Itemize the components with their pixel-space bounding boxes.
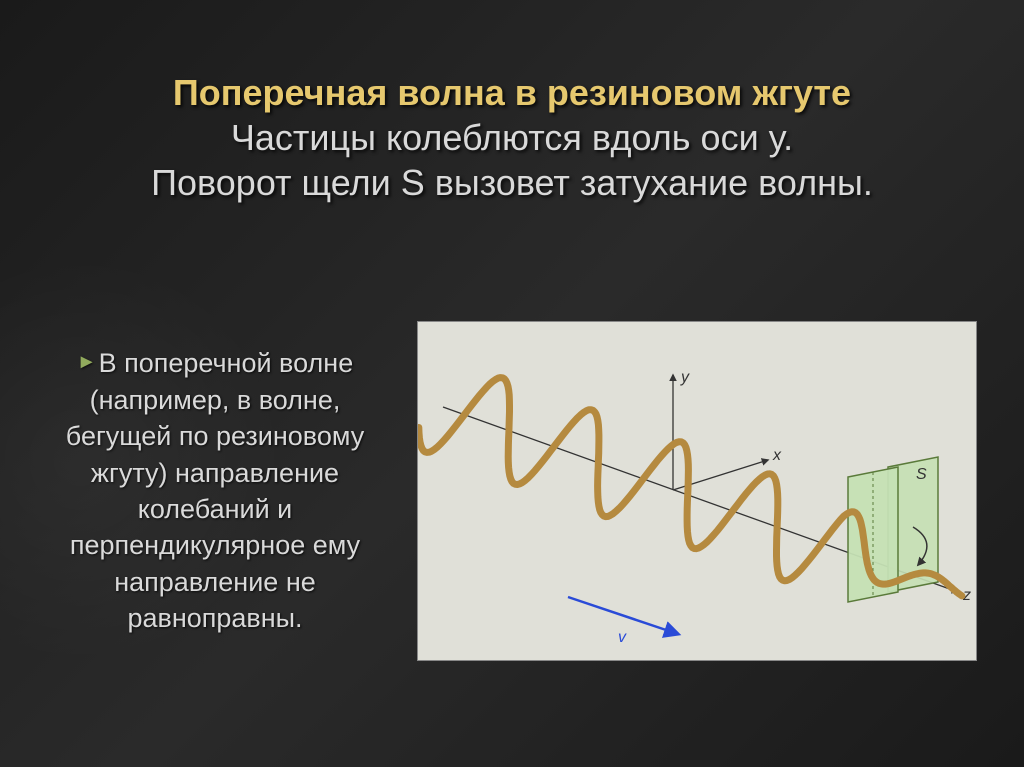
svg-text:S: S: [916, 466, 927, 483]
body-text-column: ►В поперечной волне (например, в волне, …: [40, 345, 390, 637]
content-row: ►В поперечной волне (например, в волне, …: [40, 255, 984, 727]
diagram-svg: zyxSv: [418, 322, 978, 662]
wave-diagram: zyxSv: [417, 321, 977, 661]
body-text: В поперечной волне (например, в волне, б…: [66, 348, 364, 633]
svg-text:y: y: [680, 369, 690, 386]
slide-title-line1: Поперечная волна в резиновом жгуте: [40, 70, 984, 115]
slide-title-line2: Частицы колеблются вдоль оси у.: [40, 115, 984, 160]
body-paragraph: ►В поперечной волне (например, в волне, …: [50, 345, 380, 637]
slide-container: Поперечная волна в резиновом жгуте Части…: [0, 0, 1024, 767]
diagram-column: zyxSv: [410, 321, 984, 661]
slide-title-line3: Поворот щели S вызовет затухание волны.: [40, 160, 984, 205]
bullet-icon: ►: [77, 351, 97, 373]
title-block: Поперечная волна в резиновом жгуте Части…: [40, 70, 984, 205]
svg-text:x: x: [772, 447, 782, 464]
svg-text:v: v: [618, 629, 627, 646]
